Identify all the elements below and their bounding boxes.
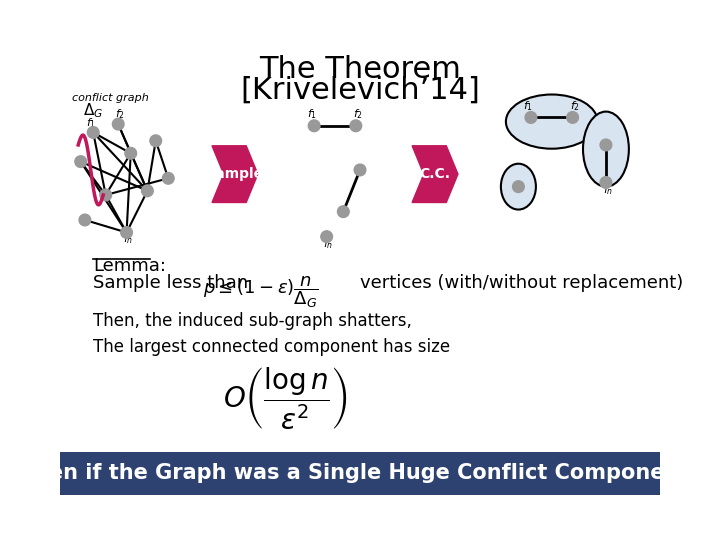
- Text: $f_2$: $f_2$: [115, 107, 125, 122]
- Circle shape: [600, 177, 612, 188]
- Circle shape: [321, 231, 333, 242]
- Text: $f_1$: $f_1$: [523, 99, 534, 113]
- Text: Then, the induced sub-graph shatters,
The largest connected component has size: Then, the induced sub-graph shatters, Th…: [93, 312, 450, 356]
- Circle shape: [308, 120, 320, 132]
- Circle shape: [163, 172, 174, 184]
- Circle shape: [125, 147, 137, 159]
- Ellipse shape: [501, 164, 536, 210]
- Text: $f_n$: $f_n$: [123, 233, 133, 246]
- Circle shape: [150, 135, 161, 147]
- Polygon shape: [412, 146, 458, 202]
- Circle shape: [350, 120, 361, 132]
- Text: Even if the Graph was a Single Huge Conflict Component!: Even if the Graph was a Single Huge Conf…: [21, 463, 699, 483]
- Circle shape: [121, 227, 132, 238]
- Circle shape: [75, 156, 86, 167]
- Text: $f_2$: $f_2$: [354, 107, 364, 122]
- Text: $f_n$: $f_n$: [323, 238, 333, 251]
- Circle shape: [600, 139, 612, 151]
- Text: $p \leq (1-\epsilon)\dfrac{n}{\Delta_G}$: $p \leq (1-\epsilon)\dfrac{n}{\Delta_G}$: [203, 274, 319, 310]
- Circle shape: [87, 126, 99, 138]
- Circle shape: [112, 118, 124, 130]
- Text: $f_n$: $f_n$: [603, 183, 613, 197]
- Text: $f_2$: $f_2$: [570, 99, 580, 113]
- Ellipse shape: [583, 112, 629, 187]
- Text: Lemma:: Lemma:: [93, 258, 166, 275]
- Polygon shape: [212, 146, 258, 202]
- Ellipse shape: [506, 94, 598, 149]
- Circle shape: [513, 181, 524, 192]
- Circle shape: [100, 189, 112, 201]
- Circle shape: [567, 112, 578, 123]
- Text: Sample less than: Sample less than: [93, 274, 248, 292]
- Circle shape: [79, 214, 91, 226]
- Text: $f_1$: $f_1$: [307, 107, 317, 122]
- Text: sample: sample: [207, 167, 263, 181]
- Circle shape: [525, 112, 536, 123]
- Text: $O\left(\dfrac{\log n}{\epsilon^2}\right)$: $O\left(\dfrac{\log n}{\epsilon^2}\right…: [222, 366, 347, 433]
- Text: C.C.: C.C.: [420, 167, 451, 181]
- Text: $\Delta_G$: $\Delta_G$: [84, 101, 104, 120]
- Text: conflict graph: conflict graph: [73, 93, 149, 103]
- Text: $f_1$: $f_1$: [86, 116, 96, 130]
- Text: vertices (with/without replacement): vertices (with/without replacement): [360, 274, 683, 292]
- FancyBboxPatch shape: [60, 452, 660, 495]
- Text: [Krivelevich’14]: [Krivelevich’14]: [240, 76, 480, 104]
- Text: The Theorem: The Theorem: [259, 56, 461, 84]
- Circle shape: [354, 164, 366, 176]
- Circle shape: [142, 185, 153, 197]
- Circle shape: [338, 206, 349, 218]
